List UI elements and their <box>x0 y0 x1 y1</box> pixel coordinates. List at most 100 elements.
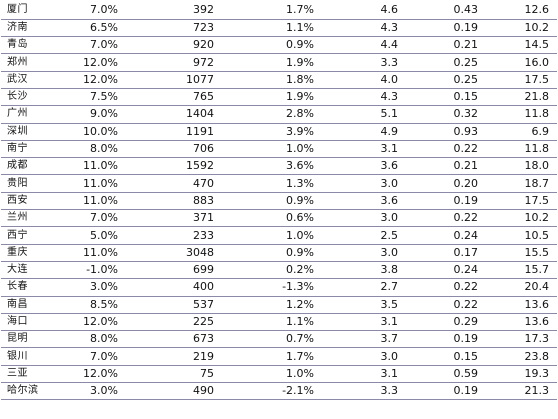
table-row: 三亚 12.0% 75 1.0% 3.1 0.59 19.3 <box>1 365 557 384</box>
value-cell-6: 10.2 <box>486 209 557 228</box>
city-name-cell: 广州 <box>1 105 48 124</box>
table-row: 济南 6.5% 723 1.1% 4.3 0.19 10.2 <box>1 19 557 38</box>
value-cell-3: -2.1% <box>226 382 326 401</box>
table-row: 武汉 12.0% 1077 1.8% 4.0 0.25 17.5 <box>1 71 557 89</box>
value-cell-2: 765 <box>126 88 226 107</box>
value-cell-1: 11.0% <box>48 192 126 211</box>
value-cell-5: 0.32 <box>406 105 486 124</box>
value-cell-5: 0.15 <box>406 347 486 366</box>
value-cell-6: 13.6 <box>486 313 557 332</box>
value-cell-5: 0.29 <box>406 313 486 332</box>
value-cell-6: 17.3 <box>486 330 557 349</box>
value-cell-3: 1.0% <box>226 365 326 384</box>
value-cell-4: 4.3 <box>326 88 406 107</box>
value-cell-3: 0.2% <box>226 261 326 280</box>
value-cell-5: 0.19 <box>406 382 486 401</box>
value-cell-2: 1404 <box>126 105 226 124</box>
value-cell-3: 1.0% <box>226 140 326 159</box>
value-cell-6: 20.4 <box>486 278 557 297</box>
value-cell-5: 0.19 <box>406 330 486 349</box>
value-cell-5: 0.21 <box>406 157 486 176</box>
value-cell-1: 7.0% <box>48 347 126 366</box>
value-cell-2: 706 <box>126 140 226 159</box>
value-cell-2: 1077 <box>126 71 226 89</box>
value-cell-1: 12.0% <box>48 365 126 384</box>
value-cell-4: 3.1 <box>326 365 406 384</box>
value-cell-4: 3.1 <box>326 313 406 332</box>
value-cell-1: 9.0% <box>48 105 126 124</box>
value-cell-1: 12.0% <box>48 313 126 332</box>
value-cell-4: 4.6 <box>326 2 406 20</box>
value-cell-5: 0.24 <box>406 226 486 245</box>
table-row: 郑州 12.0% 972 1.9% 3.3 0.25 16.0 <box>1 53 557 72</box>
value-cell-6: 23.8 <box>486 347 557 366</box>
value-cell-4: 4.9 <box>326 123 406 141</box>
city-name-cell: 银川 <box>1 347 48 366</box>
city-name-cell: 深圳 <box>1 123 48 141</box>
table-row: 广州 9.0% 1404 2.8% 5.1 0.32 11.8 <box>1 105 557 124</box>
table-row: 西宁 5.0% 233 1.0% 2.5 0.24 10.5 <box>1 226 557 245</box>
value-cell-3: 1.9% <box>226 53 326 72</box>
value-cell-1: 8.0% <box>48 140 126 159</box>
table-row: 西安 11.0% 883 0.9% 3.6 0.19 17.5 <box>1 192 557 211</box>
value-cell-6: 16.0 <box>486 53 557 72</box>
table-row: 南宁 8.0% 706 1.0% 3.1 0.22 11.8 <box>1 140 557 159</box>
table-row: 成都 11.0% 1592 3.6% 3.6 0.21 18.0 <box>1 157 557 176</box>
table-row: 青岛 7.0% 920 0.9% 4.4 0.21 14.5 <box>1 36 557 55</box>
value-cell-2: 537 <box>126 296 226 314</box>
value-cell-5: 0.21 <box>406 36 486 55</box>
value-cell-4: 3.3 <box>326 53 406 72</box>
table-row: 哈尔滨 3.0% 490 -2.1% 3.3 0.19 21.3 <box>1 382 557 401</box>
city-name-cell: 南昌 <box>1 296 48 314</box>
value-cell-1: 5.0% <box>48 226 126 245</box>
city-name-cell: 厦门 <box>1 2 48 20</box>
city-name-cell: 西宁 <box>1 226 48 245</box>
value-cell-3: 1.8% <box>226 71 326 89</box>
table-row: 长春 3.0% 400 -1.3% 2.7 0.22 20.4 <box>1 278 557 297</box>
value-cell-1: 10.0% <box>48 123 126 141</box>
table-row: 昆明 8.0% 673 0.7% 3.7 0.19 17.3 <box>1 330 557 349</box>
value-cell-6: 10.5 <box>486 226 557 245</box>
value-cell-1: -1.0% <box>48 261 126 280</box>
value-cell-1: 6.5% <box>48 19 126 38</box>
city-name-cell: 成都 <box>1 157 48 176</box>
table-row: 重庆 11.0% 3048 0.9% 3.0 0.17 15.5 <box>1 244 557 262</box>
value-cell-6: 18.0 <box>486 157 557 176</box>
value-cell-1: 7.0% <box>48 2 126 20</box>
city-name-cell: 大连 <box>1 261 48 280</box>
value-cell-3: 0.9% <box>226 36 326 55</box>
value-cell-6: 17.5 <box>486 192 557 211</box>
value-cell-6: 14.5 <box>486 36 557 55</box>
value-cell-2: 972 <box>126 53 226 72</box>
value-cell-2: 723 <box>126 19 226 38</box>
value-cell-4: 3.6 <box>326 157 406 176</box>
value-cell-2: 400 <box>126 278 226 297</box>
city-name-cell: 长沙 <box>1 88 48 107</box>
value-cell-4: 3.7 <box>326 330 406 349</box>
value-cell-6: 15.7 <box>486 261 557 280</box>
table-row: 南昌 8.5% 537 1.2% 3.5 0.22 13.6 <box>1 296 557 314</box>
value-cell-1: 11.0% <box>48 157 126 176</box>
city-name-cell: 三亚 <box>1 365 48 384</box>
value-cell-5: 0.19 <box>406 19 486 38</box>
value-cell-2: 3048 <box>126 244 226 262</box>
value-cell-5: 0.19 <box>406 192 486 211</box>
value-cell-3: 0.7% <box>226 330 326 349</box>
value-cell-1: 11.0% <box>48 244 126 262</box>
value-cell-2: 392 <box>126 2 226 20</box>
value-cell-4: 3.5 <box>326 296 406 314</box>
table-row: 贵阳 11.0% 470 1.3% 3.0 0.20 18.7 <box>1 174 557 193</box>
table-body: 厦门 7.0% 392 1.7% 4.6 0.43 12.6 济南 6.5% 723 1.1% 4.3… <box>1 2 557 401</box>
value-cell-3: 3.6% <box>226 157 326 176</box>
value-cell-5: 0.20 <box>406 174 486 193</box>
value-cell-5: 0.25 <box>406 71 486 89</box>
value-cell-5: 0.25 <box>406 53 486 72</box>
value-cell-4: 3.0 <box>326 244 406 262</box>
value-cell-4: 2.7 <box>326 278 406 297</box>
value-cell-1: 7.0% <box>48 36 126 55</box>
value-cell-3: 1.2% <box>226 296 326 314</box>
value-cell-5: 0.17 <box>406 244 486 262</box>
value-cell-5: 0.59 <box>406 365 486 384</box>
value-cell-3: 1.9% <box>226 88 326 107</box>
